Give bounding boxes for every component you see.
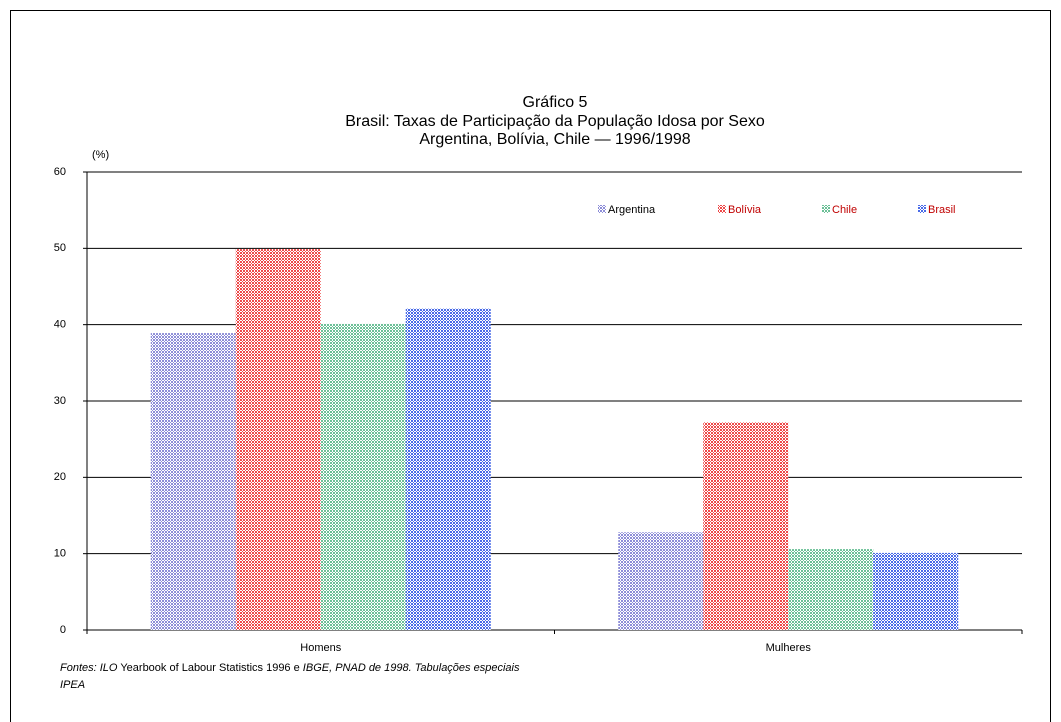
bar <box>320 323 406 630</box>
x-tick-label: Mulheres <box>766 642 812 654</box>
legend-swatch <box>718 205 726 213</box>
x-tick-label: Homens <box>300 642 341 654</box>
y-tick-label: 10 <box>54 548 66 560</box>
y-tick-label: 60 <box>54 166 66 178</box>
legend-label: Bolívia <box>728 204 762 216</box>
y-tick-label: 20 <box>54 471 66 483</box>
y-unit: (%) <box>92 149 109 161</box>
source-note: IPEA <box>60 679 85 691</box>
legend-swatch <box>918 205 926 213</box>
source-part: IBGE, PNAD de 1998. Tabulações especiais <box>303 662 520 674</box>
bar <box>618 532 704 630</box>
bar <box>235 249 321 630</box>
source-part: Yearbook of Labour Statistics 1996 e <box>117 662 302 674</box>
legend-label: Argentina <box>608 204 656 216</box>
y-tick-label: 50 <box>54 242 66 254</box>
legend-swatch <box>822 205 830 213</box>
chart-subtitle: Brasil: Taxas de Participação da Populaç… <box>345 113 765 130</box>
bar <box>788 549 874 630</box>
legend-label: Brasil <box>928 204 956 216</box>
chart-subtitle: Argentina, Bolívia, Chile — 1996/1998 <box>419 131 690 148</box>
y-tick-label: 40 <box>54 319 66 331</box>
legend-swatch <box>598 205 606 213</box>
y-tick-label: 0 <box>60 624 66 636</box>
frame <box>10 10 1051 722</box>
y-tick-label: 30 <box>54 395 66 407</box>
chart-title: Gráfico 5 <box>523 94 588 111</box>
source-part: Fontes: ILO <box>60 662 118 674</box>
bar <box>703 422 789 630</box>
bar <box>405 308 491 630</box>
bar <box>873 552 959 630</box>
legend-label: Chile <box>832 204 857 216</box>
source-note: Fontes: ILO Yearbook of Labour Statistic… <box>60 662 520 674</box>
bar <box>150 333 236 630</box>
